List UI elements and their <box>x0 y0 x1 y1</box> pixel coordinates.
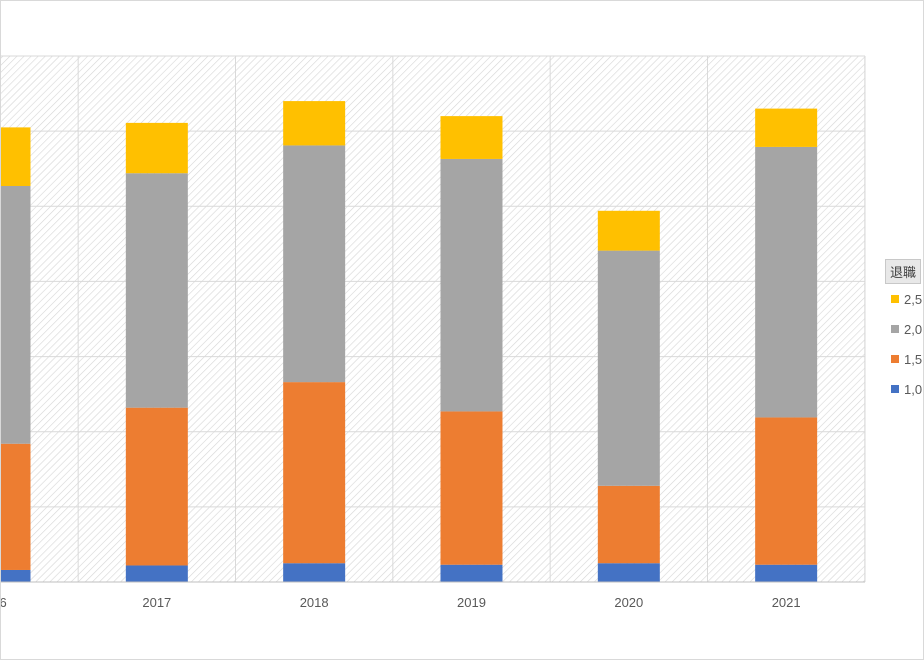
legend-item-1-5: 1,5 <box>885 344 923 374</box>
bar-segment <box>125 407 188 566</box>
legend-item-2-0: 2,0 <box>885 314 923 344</box>
bar-segment <box>1 127 31 186</box>
legend-swatch-1-5 <box>891 355 899 363</box>
legend-swatch-2-5 <box>891 295 899 303</box>
x-tick-label: 2018 <box>300 595 329 610</box>
legend-swatch-2-0 <box>891 325 899 333</box>
bars <box>1 101 818 582</box>
bar-segment <box>125 173 188 408</box>
bar-segment <box>283 382 346 564</box>
bar-segment <box>597 485 660 564</box>
legend-item-1-0: 1,0 <box>885 374 923 404</box>
bar-segment <box>283 101 346 146</box>
bar-segment <box>1 569 31 582</box>
bar-segment <box>440 116 503 159</box>
bar-segment <box>597 563 660 582</box>
bar-segment <box>440 411 503 565</box>
x-tick-label: 2019 <box>457 595 486 610</box>
bar-segment <box>283 563 346 582</box>
legend-label-2-5: 2,5 <box>904 291 923 307</box>
legend-item-2-5: 2,5 <box>885 284 923 314</box>
bar-segment <box>1 185 31 444</box>
bar-segment <box>755 146 818 418</box>
x-tick-label: 2020 <box>614 595 643 610</box>
legend-label-1-5: 1,5 <box>904 351 923 367</box>
bar-segment <box>755 417 818 565</box>
bar-segment <box>1 443 31 570</box>
bar-segment <box>597 210 660 251</box>
x-tick-label: 16 <box>1 595 7 610</box>
x-axis: 16 2017 2018 2019 2020 2021 <box>1 581 865 610</box>
bar-segment <box>440 158 503 412</box>
legend-label-2-0: 2,0 <box>904 321 923 337</box>
legend-title: 退職 <box>885 259 922 284</box>
legend-swatch-1-0 <box>891 385 899 393</box>
bar-segment <box>597 250 660 486</box>
x-tick-label: 2021 <box>772 595 801 610</box>
bar-segment <box>283 145 346 383</box>
bar-segment <box>440 564 503 582</box>
legend: 退職 2,5 2,0 1,5 1,0 <box>885 259 923 404</box>
bar-segment <box>755 564 818 582</box>
bar-segment <box>125 565 188 582</box>
x-tick-label: 2017 <box>142 595 171 610</box>
bar-segment <box>755 108 818 147</box>
bar-segment <box>125 122 188 174</box>
legend-label-1-0: 1,0 <box>904 381 923 397</box>
